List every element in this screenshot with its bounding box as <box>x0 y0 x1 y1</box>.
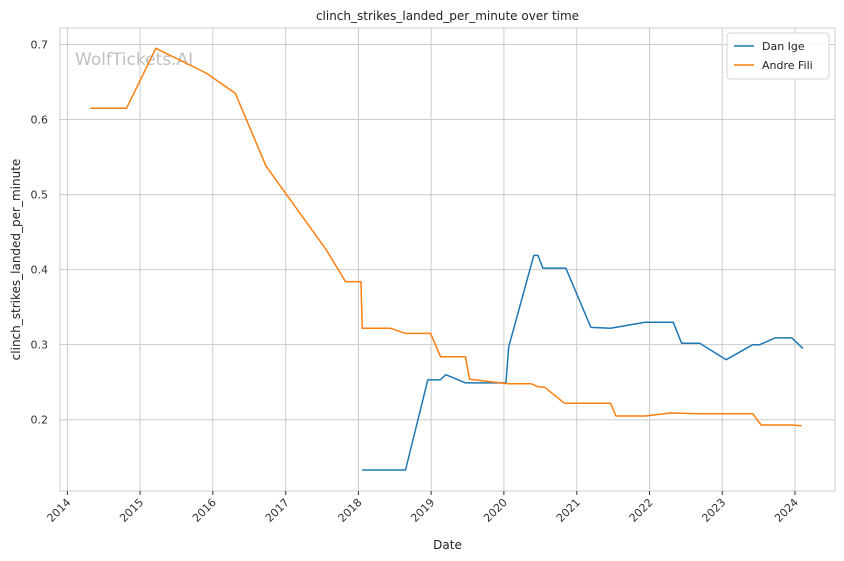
y-tick-label: 0.7 <box>31 39 49 52</box>
legend-label: Andre Fili <box>762 59 813 72</box>
y-axis-ticks: 0.2 0.3 0.4 0.5 0.6 0.7 <box>31 39 49 427</box>
y-tick-label: 0.3 <box>31 339 49 352</box>
series-line-2 <box>90 47 802 427</box>
y-tick-label: 0.2 <box>31 414 49 427</box>
y-tick-label: 0.6 <box>31 114 49 127</box>
legend: Dan Ige Andre Fili <box>726 32 830 80</box>
x-axis-label: Date <box>433 538 462 552</box>
legend-box <box>726 32 830 80</box>
y-tick-label: 0.5 <box>31 189 49 202</box>
y-tick-label: 0.4 <box>31 264 49 277</box>
series-line-1 <box>362 254 804 471</box>
plot-area <box>59 27 836 492</box>
series-layer <box>90 47 804 471</box>
legend-label: Dan Ige <box>762 40 805 53</box>
y-axis-label: clinch_strikes_landed_per_minute <box>9 159 23 361</box>
watermark: WolfTickets.AI <box>75 50 193 70</box>
chart-title: clinch_strikes_landed_per_minute over ti… <box>316 9 579 23</box>
grid-lines <box>60 28 835 491</box>
